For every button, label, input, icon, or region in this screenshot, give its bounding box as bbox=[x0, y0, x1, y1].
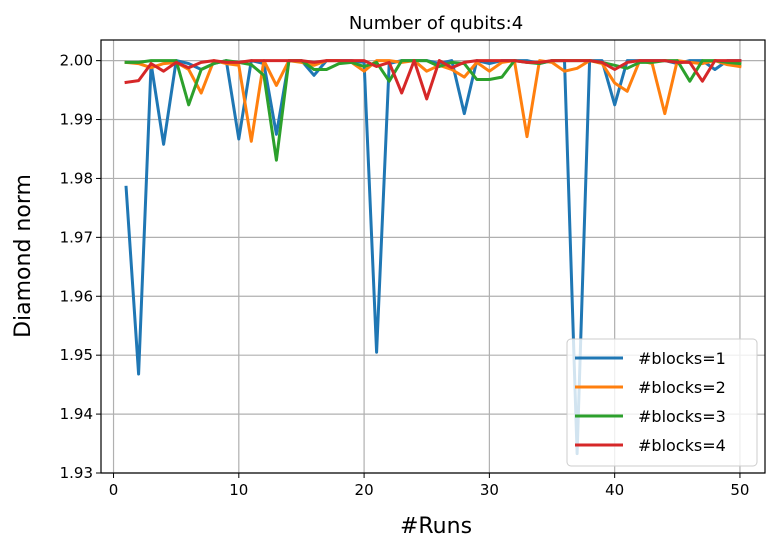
y-tick-label: 1.98 bbox=[60, 169, 93, 187]
legend-label-blocks-1: #blocks=1 bbox=[638, 349, 726, 368]
y-tick-label: 1.96 bbox=[60, 287, 93, 305]
legend-box bbox=[566, 338, 758, 467]
legend: #blocks=1 #blocks=2 #blocks=3 #blocks=4 bbox=[566, 338, 758, 467]
y-tick-label: 1.99 bbox=[60, 111, 93, 129]
series-layer bbox=[124, 59, 742, 456]
x-tick-label: 50 bbox=[730, 481, 749, 499]
y-axis: 1.93 1.94 1.95 1.96 1.97 1.98 1.99 2.00 bbox=[60, 52, 101, 482]
x-axis: 0 10 20 30 40 50 bbox=[109, 473, 749, 499]
series-line-blocks-3 bbox=[124, 59, 742, 162]
chart-title: Number of qubits:4 bbox=[349, 13, 523, 34]
x-axis-label: #Runs bbox=[400, 514, 472, 538]
y-tick-label: 1.93 bbox=[60, 464, 93, 482]
y-axis-label: Diamond norm bbox=[11, 174, 36, 338]
y-tick-label: 1.95 bbox=[60, 346, 93, 364]
legend-label-blocks-2: #blocks=2 bbox=[638, 378, 726, 397]
y-tick-label: 1.97 bbox=[60, 228, 93, 246]
legend-label-blocks-3: #blocks=3 bbox=[638, 407, 726, 426]
y-tick-label: 1.94 bbox=[60, 405, 93, 423]
legend-label-blocks-4: #blocks=4 bbox=[638, 436, 726, 455]
x-tick-label: 10 bbox=[229, 481, 248, 499]
y-tick-label: 2.00 bbox=[60, 52, 93, 70]
x-tick-label: 30 bbox=[480, 481, 499, 499]
x-tick-label: 0 bbox=[109, 481, 119, 499]
x-tick-label: 20 bbox=[355, 481, 374, 499]
x-tick-label: 40 bbox=[605, 481, 624, 499]
series-line-blocks-4 bbox=[124, 59, 742, 101]
plot-frame bbox=[100, 39, 766, 474]
